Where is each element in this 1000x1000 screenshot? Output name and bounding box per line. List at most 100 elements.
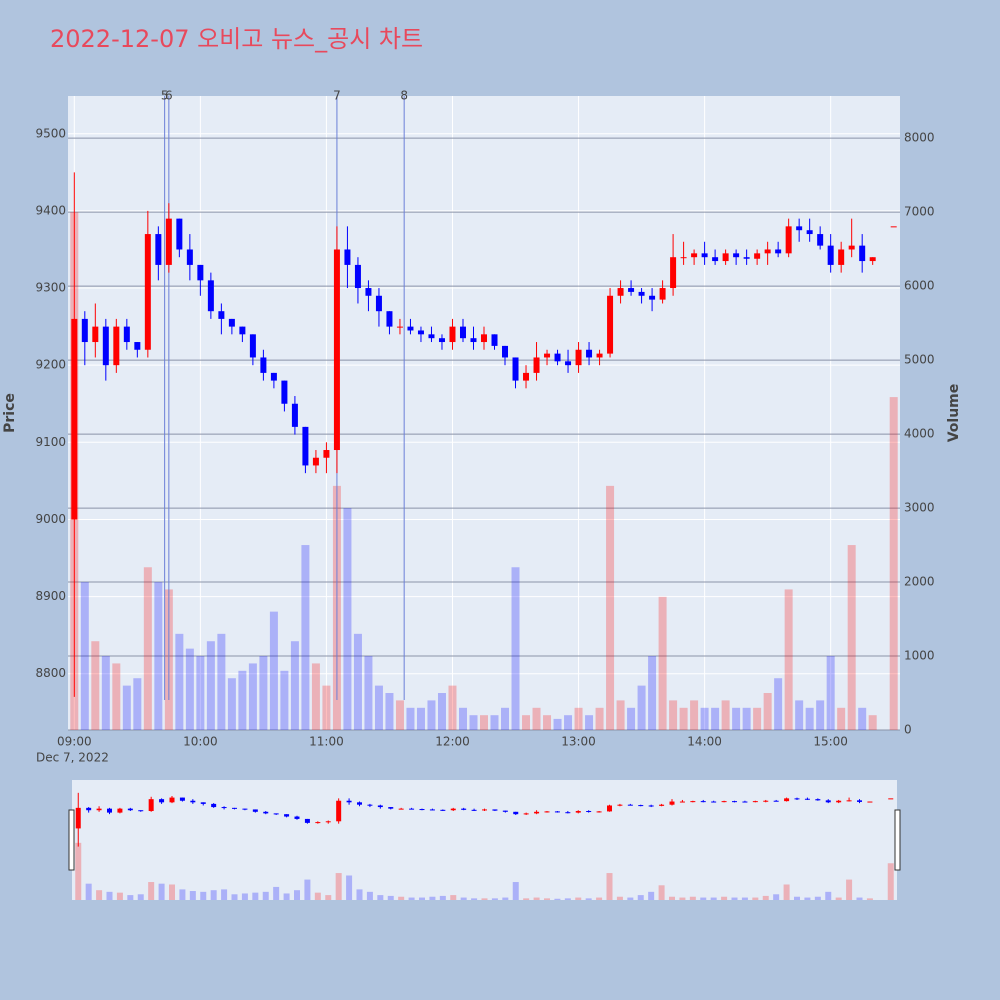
candle-body [732,801,737,803]
volume-bar [112,663,121,730]
volume-bar [143,567,152,730]
volume-bar [427,700,436,730]
candle-body [148,799,154,812]
candle-body [190,800,196,803]
slider-volume-bar [158,883,165,900]
volume-bar [648,656,657,730]
candle-body [806,230,813,235]
candle-body [449,326,456,343]
volume-bar [742,707,751,730]
candle-body [461,808,467,810]
candle-body [367,804,373,806]
candle-body [794,798,800,800]
slider-volume-bar [85,883,92,900]
candle-body [690,801,696,803]
slider-volume-bar [669,896,675,900]
candle-body [796,226,803,231]
slider-volume-bar [252,892,259,900]
candle-body [102,326,109,366]
candle-body [186,249,193,265]
volume-bar [480,715,488,730]
candle-body [86,807,92,811]
candle-body [754,253,761,259]
slider-volume-bar [710,897,717,900]
candle-body [512,357,519,381]
volume-bar [753,707,762,730]
event-label: 6 [165,89,173,103]
y2-tick-label: 0 [904,723,912,737]
candle-body [71,318,78,520]
slider-volume-bar [575,897,582,900]
candle-body [534,811,540,814]
candle-body [312,457,319,466]
volume-bar [606,485,615,730]
candle-body [784,798,790,802]
volume-bar [385,693,394,730]
candle-body [523,813,529,815]
volume-bar [669,700,678,730]
volume-bar [269,611,278,730]
volume-bar [774,678,783,730]
candle-body [211,803,217,808]
volume-bar [490,715,499,730]
candle-body [144,234,151,350]
volume-bar [322,685,331,730]
slider-volume-bar [804,897,811,900]
candle-body [325,821,331,823]
candle-body [218,311,225,319]
candle-body [344,249,351,265]
y-tick-label: 8900 [35,589,66,603]
candle-body [764,249,771,254]
event-label: 8 [400,89,408,103]
candle-body [346,800,352,803]
y2-tick-label: 6000 [904,279,935,293]
slider-volume-bar [210,890,217,900]
volume-bar [416,707,425,730]
slider-volume-bar [314,892,321,900]
candle-body [107,808,112,813]
candle-body [260,357,267,373]
volume-bar [259,656,268,730]
x-tick-label: 09:00 [57,735,92,749]
candle-body [565,812,571,814]
candle-body [386,311,393,327]
volume-bar [690,700,699,730]
candle-body [169,797,175,803]
range-slider[interactable] [72,780,897,900]
slider-volume-bar [658,885,665,900]
candle-body [81,318,88,343]
x-tick-label: 13:00 [561,735,596,749]
slider-volume-bar [679,897,686,900]
slider-volume-bar [346,875,353,900]
slider-volume-bar [460,897,467,900]
slider-volume-bar [533,897,540,900]
candle-body [491,334,498,346]
candle-body [336,800,342,822]
slider-handle[interactable] [894,809,901,871]
y-tick-label: 9100 [35,435,66,449]
volume-bar [784,589,793,730]
slider-volume-bar [169,884,175,900]
volume-bar [206,641,215,730]
slider-volume-bar [856,897,863,900]
candle-body [155,234,162,265]
candle-body [502,345,509,358]
y-axis-title: Price [2,393,18,433]
slider-volume-bar [814,896,821,900]
candle-body [890,226,897,228]
volume-bar [311,663,320,730]
slider-volume-bar [491,898,498,900]
candle-body [284,814,290,817]
candle-body [304,818,310,823]
candle-body [721,801,727,803]
slider-handle[interactable] [68,809,75,871]
candle-body [575,811,581,813]
volume-bar [448,685,457,730]
slider-volume-bar [773,894,780,900]
candle-body [848,245,855,250]
volume-bar [406,707,415,730]
slider-volume-bar [356,889,363,900]
slider-volume-bar [825,891,832,900]
slider-volume-bar [294,890,300,900]
